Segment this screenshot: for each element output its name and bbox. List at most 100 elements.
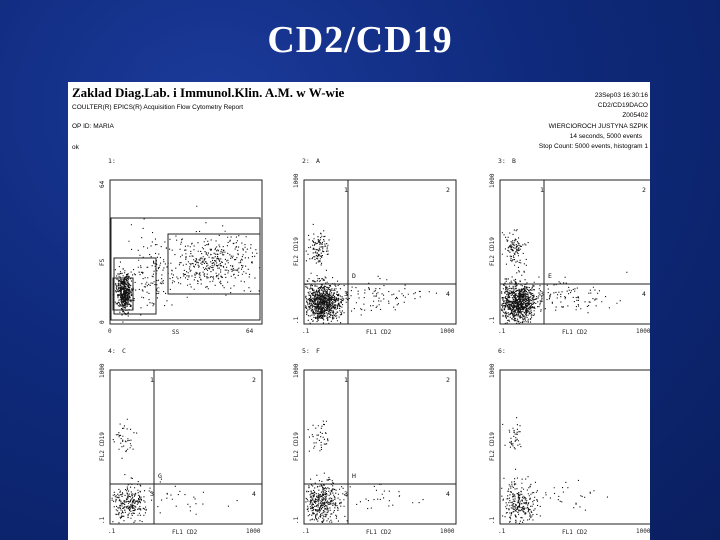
y-min-label: .1 — [489, 316, 496, 324]
y-min-label: .1 — [489, 516, 496, 524]
lab-name: Zaklad Diag.Lab. i Immunol.Klin. A.M. w … — [72, 85, 345, 100]
histogram-number: 3: — [498, 157, 506, 165]
y-axis-label: FL2 CD19 — [489, 432, 496, 461]
histogram-3: 3: B 1000 .1 FL2 CD19 .1 1000 FL1 CD2 1 2 3 4 E — [489, 157, 650, 336]
flow-cytometry-report: Zaklad Diag.Lab. i Immunol.Klin. A.M. w … — [68, 82, 650, 540]
histogram-5: 5: F 1000 .1 FL2 CD19 .1 1000 FL1 CD2 1 2 3 4 H — [293, 347, 457, 536]
slide-title: CD2/CD19 — [267, 19, 453, 61]
quadrant-4-label: 4 — [252, 490, 256, 498]
patient-name: WIERCIOROCH JUSTYNA SZPIK — [548, 123, 648, 130]
cd2-positive-events — [519, 271, 628, 314]
stop-count: Stop Count: 5000 events, histogram 1 — [538, 143, 648, 150]
quadrant-2-label: 2 — [642, 186, 646, 194]
plot-frame — [303, 179, 457, 325]
cursor-label: H — [352, 472, 356, 480]
histogram-number: 4: — [108, 347, 116, 355]
y-min-label: 0 — [99, 320, 106, 324]
x-min-label: .1 — [302, 328, 310, 335]
x-axis-label: FL1 CD2 — [366, 529, 392, 536]
y-axis-label: FL2 CD19 — [489, 237, 496, 266]
histogram-gate-label: B — [512, 157, 516, 165]
quadrant-2-label: 2 — [446, 186, 450, 194]
quadrant-1-label: 1 — [540, 186, 544, 194]
sample-id: Z005402 — [622, 112, 648, 119]
cursor-label: E — [548, 272, 552, 280]
x-axis-label: FL1 CD2 — [172, 529, 198, 536]
y-max-label: 1000 — [293, 363, 300, 378]
y-min-label: .1 — [293, 316, 300, 324]
histogram-1: 1: 64 0 FS 0 64 SS C — [99, 157, 263, 336]
plot-frame — [303, 369, 457, 525]
y-max-label: 1000 — [293, 173, 300, 188]
y-max-label: 1000 — [489, 363, 496, 378]
quadrant-2-label: 2 — [252, 376, 256, 384]
quadrant-4-label: 4 — [642, 290, 646, 298]
quadrant-3-label: 3 — [540, 290, 544, 298]
histogram-number: 2: — [302, 157, 310, 165]
scatter-events — [118, 218, 188, 317]
region-label: C — [156, 286, 160, 294]
y-max-label: 64 — [99, 180, 106, 188]
cd2-positive-events — [531, 479, 608, 511]
cd19-positive-events — [307, 420, 329, 452]
operator-id: OP ID: MARIA — [72, 123, 114, 130]
protocol-name: CD2/CD19DACO — [597, 102, 648, 109]
x-axis-label: SS — [172, 329, 180, 336]
x-max-label: 1000 — [440, 528, 455, 535]
x-min-label: .1 — [302, 528, 310, 535]
histogram-gate-label: C — [122, 347, 126, 355]
y-min-label: .1 — [99, 516, 106, 524]
quadrant-2-label: 2 — [446, 376, 450, 384]
plot-frame — [109, 179, 263, 325]
plot-frame — [499, 369, 650, 525]
acquisition-info: 14 seconds, 5000 events — [569, 133, 642, 140]
negative-events — [305, 472, 346, 523]
x-min-label: .1 — [108, 528, 116, 535]
cd19-positive-events — [502, 417, 522, 450]
plot-frame — [499, 179, 650, 325]
quadrant-3-label: 3 — [150, 490, 154, 498]
y-max-label: 1000 — [489, 173, 496, 188]
histogram-grid: 1: 64 0 FS 0 64 SS C 2: A 1000 .1 FL2 CD19 .1 1000 FL1 … — [99, 157, 650, 536]
x-max-label: 1000 — [440, 328, 455, 335]
negative-events — [501, 468, 541, 524]
cd19-positive-events — [501, 229, 529, 272]
x-max-label: 64 — [246, 328, 254, 335]
quadrant-3-label: 3 — [344, 290, 348, 298]
x-max-label: 1000 — [246, 528, 261, 535]
y-axis-label: FL2 CD19 — [293, 237, 300, 266]
histogram-gate-label: F — [316, 347, 320, 355]
quadrant-3-label: 3 — [344, 490, 348, 498]
y-axis-label: FL2 CD19 — [293, 432, 300, 461]
x-axis-label: FL1 CD2 — [366, 329, 392, 336]
x-max-label: 1000 — [636, 328, 650, 335]
y-min-label: .1 — [293, 516, 300, 524]
quadrant-1-label: 1 — [344, 376, 348, 384]
region-granulocytes — [167, 233, 261, 295]
cd2-positive-events — [344, 483, 424, 522]
histogram-number: 1: — [108, 157, 116, 165]
region-lymph-outer — [113, 257, 157, 315]
histogram-number: 5: — [302, 347, 310, 355]
histogram-2: 2: A 1000 .1 FL2 CD19 .1 1000 FL1 CD2 1 2 3 4 D — [293, 157, 457, 336]
x-min-label: 0 — [108, 328, 112, 335]
cd19-positive-events — [305, 223, 330, 271]
y-axis-label: FL2 CD19 — [99, 432, 106, 461]
histogram-number: 6: — [498, 347, 506, 355]
y-axis-label: FS — [99, 258, 106, 266]
x-min-label: .1 — [498, 328, 506, 335]
quadrant-1-label: 1 — [150, 376, 154, 384]
quadrant-4-label: 4 — [446, 290, 450, 298]
report-subtitle: COULTER(R) EPICS(R) Acquisition Flow Cyt… — [72, 104, 244, 111]
plot-frame — [109, 369, 263, 525]
quadrant-4-label: 4 — [446, 490, 450, 498]
cd19-positive-events — [112, 418, 138, 459]
quadrant-1-label: 1 — [344, 186, 348, 194]
y-max-label: 1000 — [99, 363, 106, 378]
lymphocyte-events — [112, 261, 137, 323]
left-mark: ok — [72, 144, 79, 151]
x-max-label: 1000 — [636, 528, 650, 535]
histogram-6: 6: 1000 .1 FL2 CD19 .1 1000 FL1 CD2 — [489, 347, 650, 536]
negative-events — [111, 474, 168, 524]
x-axis-label: FL1 CD2 — [562, 529, 588, 536]
